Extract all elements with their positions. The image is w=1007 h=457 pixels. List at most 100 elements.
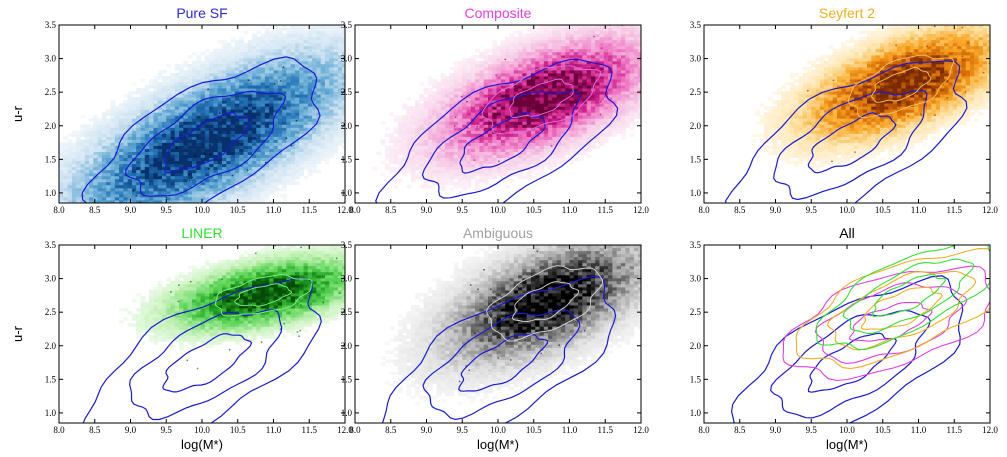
density-cell <box>123 112 129 116</box>
density-cell <box>260 172 266 177</box>
density-cell <box>453 157 459 162</box>
density-cell <box>295 27 300 32</box>
density-cell <box>157 139 163 143</box>
density-cell <box>200 97 206 101</box>
density-cell <box>552 145 557 149</box>
density-cell <box>299 67 304 71</box>
density-cell <box>67 181 73 186</box>
density-cell <box>548 106 553 110</box>
density-cell <box>475 133 480 137</box>
density-cell <box>239 94 244 98</box>
density-cell <box>539 142 545 146</box>
density-cell <box>222 42 227 47</box>
density-cell <box>162 151 167 155</box>
density-cell <box>256 178 261 183</box>
density-cell <box>200 79 206 83</box>
density-cell <box>247 130 253 134</box>
density-cell <box>260 42 266 47</box>
density-cell <box>565 48 570 53</box>
density-cell <box>500 39 506 44</box>
density-cell <box>342 118 345 122</box>
density-cell <box>119 109 124 113</box>
density-cell <box>230 133 236 137</box>
density-cell <box>372 166 377 171</box>
density-cell <box>307 39 313 44</box>
density-cell <box>440 145 446 149</box>
density-cell <box>157 145 163 149</box>
density-cell <box>440 112 446 116</box>
density-cell <box>252 115 257 119</box>
density-cell <box>483 148 489 152</box>
density-cell <box>543 42 549 47</box>
density-cell <box>260 145 266 149</box>
density-cell <box>234 121 240 125</box>
density-cell <box>458 121 463 125</box>
density-cell <box>320 36 326 41</box>
density-cell <box>316 127 322 131</box>
density-cell <box>492 112 497 116</box>
density-cell <box>217 142 223 146</box>
density-cell <box>565 73 570 77</box>
density-cell <box>599 124 605 128</box>
density-cell <box>479 163 485 168</box>
density-cell <box>530 57 536 62</box>
density-cell <box>552 76 557 80</box>
density-cell <box>252 100 257 104</box>
density-cell <box>582 57 588 62</box>
density-cell <box>290 64 296 68</box>
density-cell <box>530 103 536 107</box>
density-cell <box>492 148 497 152</box>
outlier-point <box>282 66 285 69</box>
density-cell <box>410 112 416 116</box>
density-cell <box>509 160 515 165</box>
density-cell <box>415 151 420 155</box>
density-cell <box>286 103 292 107</box>
density-cell <box>552 136 557 140</box>
density-cell <box>522 57 527 62</box>
density-cell <box>243 112 249 116</box>
density-cell <box>131 193 137 198</box>
density-cell <box>260 112 266 116</box>
density-cell <box>573 82 579 86</box>
density-cell <box>149 130 154 134</box>
density-cell <box>492 121 497 125</box>
density-cell <box>458 91 463 95</box>
density-cell <box>166 169 171 174</box>
density-cell <box>578 73 583 77</box>
density-cell <box>119 187 124 192</box>
density-cell <box>192 163 197 168</box>
density-cell <box>101 139 107 143</box>
density-cell <box>578 103 583 107</box>
density-cell <box>71 163 77 168</box>
density-cell <box>260 133 266 137</box>
density-cell <box>200 200 206 203</box>
density-cell <box>513 160 519 165</box>
density-cell <box>530 124 536 128</box>
density-cell <box>475 79 480 83</box>
density-cell <box>595 82 600 86</box>
density-cell <box>325 36 330 41</box>
density-cell <box>179 178 184 183</box>
density-cell <box>325 136 330 140</box>
density-cell <box>84 178 90 183</box>
density-cell <box>458 82 463 86</box>
density-cell <box>222 39 227 44</box>
density-cell <box>573 133 579 137</box>
density-cell <box>269 76 274 80</box>
density-cell <box>239 169 244 174</box>
density-cell <box>127 133 133 137</box>
density-cell <box>174 121 180 125</box>
density-cell <box>522 175 527 180</box>
density-cell <box>479 115 485 119</box>
density-cell <box>76 184 81 189</box>
density-cell <box>286 27 292 32</box>
density-cell <box>458 67 463 71</box>
density-cell <box>226 112 231 116</box>
density-cell <box>479 82 485 86</box>
density-cell <box>127 193 133 198</box>
density-cell <box>247 73 253 77</box>
density-cell <box>277 178 283 183</box>
density-cell <box>466 79 472 83</box>
density-cell <box>234 97 240 101</box>
density-cell <box>316 76 322 80</box>
